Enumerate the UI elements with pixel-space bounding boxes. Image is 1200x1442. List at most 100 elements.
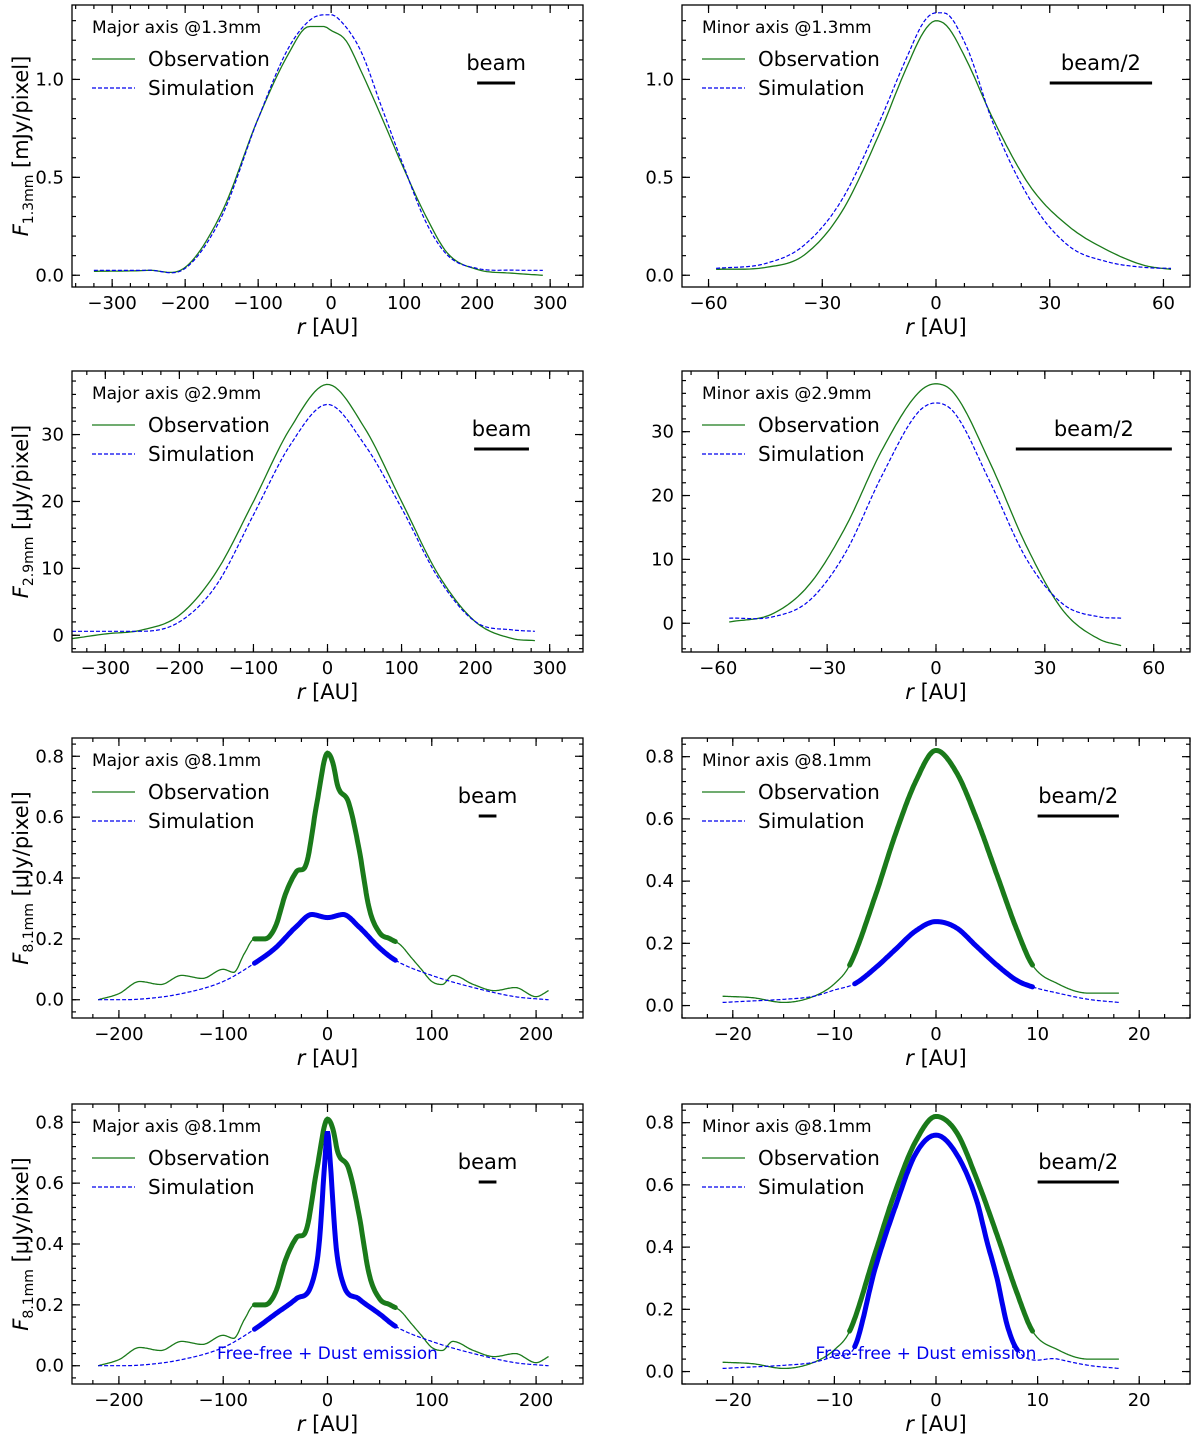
legend-observation-label: Observation bbox=[758, 1146, 880, 1170]
y-tick-label: 0.0 bbox=[645, 996, 674, 1017]
observation-line bbox=[716, 20, 1172, 271]
annotation-text: Free-free + Dust emission bbox=[217, 1344, 438, 1364]
x-tick-label: 0 bbox=[322, 658, 333, 679]
x-tick-label: 0 bbox=[930, 293, 941, 314]
observation-bold-line bbox=[847, 1114, 1035, 1334]
simulation-line-left bbox=[98, 1328, 255, 1367]
axes-frame bbox=[71, 737, 584, 1019]
axes-frame bbox=[681, 370, 1191, 653]
x-tick-label: 300 bbox=[532, 658, 566, 679]
simulation-bold-line bbox=[852, 1132, 1020, 1353]
legend-simulation-label: Simulation bbox=[758, 442, 865, 466]
x-axis-label: r [AU] bbox=[905, 1412, 966, 1436]
x-tick-label: 100 bbox=[384, 658, 418, 679]
x-axis-label: r [AU] bbox=[905, 315, 966, 339]
x-tick-label: 10 bbox=[1026, 1024, 1049, 1045]
simulation-line bbox=[729, 402, 1122, 620]
y-tick-label: 0.5 bbox=[35, 167, 64, 188]
x-tick-label: −10 bbox=[815, 1390, 853, 1411]
observation-bold-line bbox=[252, 750, 398, 944]
observation-line-right bbox=[1031, 1330, 1119, 1360]
observation-line-left bbox=[722, 1330, 851, 1370]
y-tick-label: 20 bbox=[41, 491, 64, 512]
panel-title: Minor axis @2.9mm bbox=[702, 384, 872, 404]
x-tick-label: 0 bbox=[322, 1390, 333, 1411]
y-tick-label: 0.4 bbox=[645, 871, 674, 892]
x-axis-label: r [AU] bbox=[297, 680, 358, 704]
simulation-line bbox=[716, 12, 1172, 269]
beam-label: beam/2 bbox=[1061, 51, 1141, 75]
x-tick-label: 200 bbox=[460, 293, 494, 314]
legend-simulation-label: Simulation bbox=[148, 1175, 255, 1199]
y-tick-label: 0.6 bbox=[35, 1173, 64, 1194]
y-tick-label: 10 bbox=[41, 558, 64, 579]
simulation-line-right bbox=[1016, 1349, 1119, 1369]
panel-title: Minor axis @8.1mm bbox=[702, 751, 872, 771]
beam-label: beam/2 bbox=[1054, 417, 1134, 441]
observation-line-left bbox=[97, 938, 255, 1001]
plot-area bbox=[722, 1114, 1119, 1370]
legend-observation-label: Observation bbox=[148, 47, 270, 71]
x-tick-label: −60 bbox=[690, 293, 728, 314]
beam-label: beam bbox=[472, 417, 532, 441]
panel-p6: −20 −10 0 10 20 0.0 0.2 0.4 0.6 0.8 Minor axis @8.… bbox=[645, 737, 1191, 1070]
legend-observation-label: Observation bbox=[758, 47, 880, 71]
legend-observation-label: Observation bbox=[148, 413, 270, 437]
panel-title: Major axis @2.9mm bbox=[92, 384, 261, 404]
panel-title: Minor axis @1.3mm bbox=[702, 18, 872, 38]
x-axis-label: r [AU] bbox=[297, 315, 358, 339]
y-tick-label: 0.4 bbox=[35, 1234, 64, 1255]
y-tick-label: 0.2 bbox=[35, 1295, 64, 1316]
x-tick-label: 20 bbox=[1128, 1024, 1151, 1045]
y-axis-label: F8.1mm [μJy/pixel] bbox=[9, 1157, 37, 1330]
x-tick-label: −200 bbox=[155, 658, 204, 679]
legend-simulation-label: Simulation bbox=[148, 809, 255, 833]
simulation-bold-line bbox=[252, 1130, 398, 1332]
axes-frame bbox=[71, 4, 584, 288]
y-tick-label: 0.6 bbox=[645, 1175, 674, 1196]
y-tick-label: 0.0 bbox=[35, 990, 64, 1011]
x-tick-label: 0 bbox=[930, 1024, 941, 1045]
x-axis-label: r [AU] bbox=[905, 680, 966, 704]
y-tick-label: 30 bbox=[651, 422, 674, 443]
beam-label: beam/2 bbox=[1038, 784, 1118, 808]
y-tick-label: 0.0 bbox=[645, 265, 674, 286]
y-tick-label: 0.2 bbox=[645, 1299, 674, 1320]
simulation-line bbox=[93, 14, 543, 274]
x-tick-label: 60 bbox=[1142, 658, 1165, 679]
plot-area bbox=[722, 748, 1119, 1004]
x-tick-label: 10 bbox=[1026, 1390, 1049, 1411]
simulation-line-right bbox=[1032, 986, 1119, 1003]
x-axis-label: r [AU] bbox=[297, 1046, 358, 1070]
y-tick-label: 20 bbox=[651, 486, 674, 507]
x-tick-label: −300 bbox=[81, 658, 130, 679]
x-tick-label: 300 bbox=[533, 293, 567, 314]
x-tick-label: 200 bbox=[519, 1024, 553, 1045]
y-tick-label: 0.6 bbox=[645, 809, 674, 830]
observation-line-right bbox=[1031, 964, 1119, 994]
legend-observation-label: Observation bbox=[758, 780, 880, 804]
panel-title: Major axis @8.1mm bbox=[92, 751, 261, 771]
observation-line-left bbox=[97, 1304, 255, 1367]
observation-line-right bbox=[394, 940, 549, 998]
panel-p1: −300 −200 −100 0 100 200 300 0.0 0.5 1.0 Major axi… bbox=[9, 4, 584, 339]
x-tick-label: −100 bbox=[233, 293, 282, 314]
x-tick-label: 60 bbox=[1152, 293, 1175, 314]
y-tick-label: 0.8 bbox=[35, 746, 64, 767]
x-tick-label: −30 bbox=[808, 658, 846, 679]
y-tick-label: 0 bbox=[663, 613, 674, 634]
y-tick-label: 0.5 bbox=[645, 167, 674, 188]
x-axis-label: r [AU] bbox=[905, 1046, 966, 1070]
panel-p8: −20 −10 0 10 20 0.0 0.2 0.4 0.6 0.8 Minor axis @8.… bbox=[645, 1103, 1191, 1436]
y-tick-label: 1.0 bbox=[35, 69, 64, 90]
legend-simulation-label: Simulation bbox=[758, 1175, 865, 1199]
y-tick-label: 0.0 bbox=[35, 265, 64, 286]
simulation-line-left bbox=[98, 962, 255, 1001]
x-axis-label: r [AU] bbox=[297, 1412, 358, 1436]
x-tick-label: 0 bbox=[325, 293, 336, 314]
simulation-bold-line bbox=[252, 912, 398, 966]
y-axis-label: F1.3mm [mJy/pixel] bbox=[9, 56, 37, 237]
legend-observation-label: Observation bbox=[758, 413, 880, 437]
y-tick-label: 0 bbox=[53, 625, 64, 646]
legend-simulation-label: Simulation bbox=[758, 76, 865, 100]
